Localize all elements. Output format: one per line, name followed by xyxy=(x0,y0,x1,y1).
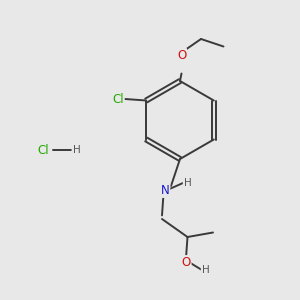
Text: O: O xyxy=(177,49,186,62)
Text: H: H xyxy=(184,178,191,188)
Text: H: H xyxy=(202,265,209,275)
Text: H: H xyxy=(73,145,80,155)
Text: Cl: Cl xyxy=(38,143,49,157)
Text: N: N xyxy=(160,184,169,197)
Text: O: O xyxy=(182,256,190,269)
Text: Cl: Cl xyxy=(112,92,124,106)
